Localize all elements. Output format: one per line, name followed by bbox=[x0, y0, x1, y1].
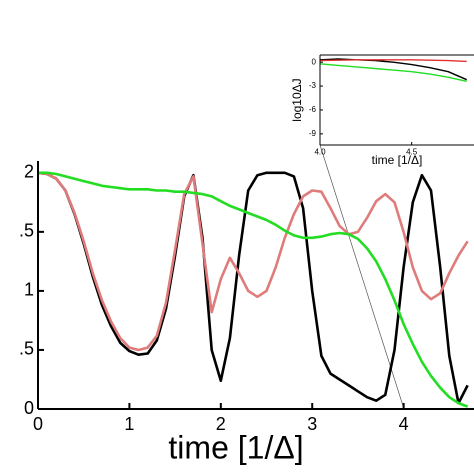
y-tick-label: -3 bbox=[309, 81, 317, 90]
y-tick-label: .5 bbox=[19, 339, 34, 359]
series-line bbox=[320, 59, 467, 63]
y-axis-title: log10ΔJ bbox=[290, 78, 304, 121]
y-tick-label: 0 bbox=[312, 57, 317, 66]
x-tick-label: 1 bbox=[124, 414, 134, 434]
series-group bbox=[320, 58, 467, 82]
x-tick-label: 0 bbox=[33, 414, 43, 434]
y-tick-label: 2 bbox=[24, 162, 34, 182]
y-tick-label: -6 bbox=[309, 105, 317, 114]
y-tick-label: .5 bbox=[19, 221, 34, 241]
y-tick-label: -9 bbox=[309, 129, 317, 138]
y-tick-label: 0 bbox=[24, 398, 34, 418]
x-axis-title: time [1/Δ] bbox=[372, 153, 423, 167]
series-line bbox=[320, 58, 467, 81]
x-tick-label: 4 bbox=[399, 414, 409, 434]
x-axis-title: time [1/Δ] bbox=[168, 429, 303, 465]
x-tick-label: 2 bbox=[216, 414, 226, 434]
x-tick-label: 3 bbox=[307, 414, 317, 434]
series-line bbox=[38, 171, 469, 352]
series-line bbox=[320, 63, 467, 82]
series-line bbox=[38, 171, 469, 405]
x-tick-label: 4.0 bbox=[314, 147, 326, 156]
series-line bbox=[38, 171, 469, 408]
connector-line bbox=[319, 144, 405, 410]
y-tick-label: 1 bbox=[24, 280, 34, 300]
inset-background bbox=[320, 55, 474, 145]
x-tick-label: 4.5 bbox=[406, 147, 418, 156]
series-group bbox=[38, 171, 469, 408]
